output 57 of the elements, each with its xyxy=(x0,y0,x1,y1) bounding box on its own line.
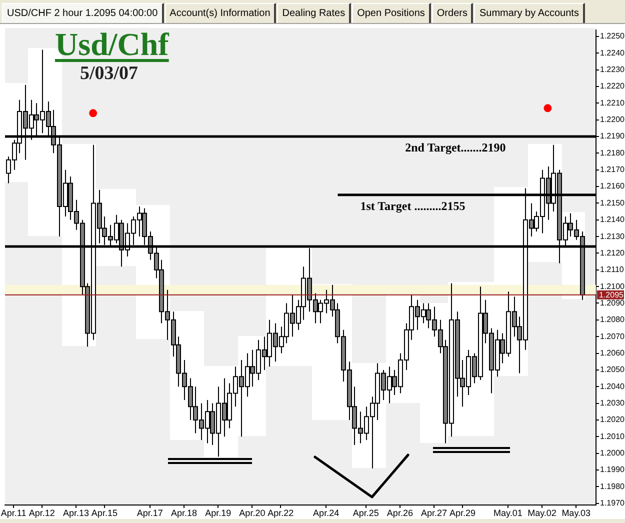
y-tick-label: 1.2120 xyxy=(600,248,625,258)
tab: Orders xyxy=(432,3,474,23)
y-tick-label: 1.2170 xyxy=(600,165,625,174)
x-tick-label: Apr.13 xyxy=(63,508,90,518)
y-tick-label: 1.2100 xyxy=(600,282,625,291)
x-tick-label: Apr.17 xyxy=(136,508,163,518)
y-tick-label: 1.2050 xyxy=(600,365,625,374)
x-tick-label: Apr.12 xyxy=(28,508,55,518)
x-tick-label: Apr.18 xyxy=(170,508,198,518)
y-tick-label: 1.2040 xyxy=(600,382,625,391)
x-tick-label: Apr.11 xyxy=(0,508,26,518)
x-tick-label: May.02 xyxy=(528,508,556,518)
y-tick-label: 1.2000 xyxy=(600,448,625,458)
tab: Summary by Accounts xyxy=(474,3,585,23)
text: 5/03/07 xyxy=(80,63,138,84)
y-tick-label: 1.2190 xyxy=(600,132,625,141)
ref-line-label: 1.2095 xyxy=(599,290,624,300)
ref-line-label: 2nd Target.......2190 xyxy=(405,140,506,155)
x-tick-label: Apr.25 xyxy=(352,508,379,518)
x-tick-label: May.01 xyxy=(493,508,522,518)
y-tick-label: 1.2240 xyxy=(600,48,625,58)
y-tick-label: 1.2070 xyxy=(600,332,625,341)
y-tick-label: 1.2030 xyxy=(600,398,625,408)
tab: USD/CHF 2 hour 1.2095 04:00:00 xyxy=(2,3,164,23)
y-tick-label: 1.2010 xyxy=(600,432,625,441)
y-tick-label: 1.2200 xyxy=(600,115,625,124)
x-tick-label: Apr.27 xyxy=(421,508,448,518)
y-tick-label: 1.2080 xyxy=(600,315,625,324)
x-tick-label: Apr.22 xyxy=(268,508,294,518)
x-tick-label: Apr.15 xyxy=(91,508,118,518)
y-tick-label: 1.1990 xyxy=(600,465,625,474)
y-tick-label: 1.1970 xyxy=(600,498,625,508)
y-tick-label: 1.2060 xyxy=(600,348,625,358)
y-tick-label: 1.2140 xyxy=(600,215,625,224)
x-tick-label: Apr.26 xyxy=(386,508,413,518)
x-tick-label: May.03 xyxy=(562,508,591,518)
chart-title: Usd/Chf xyxy=(55,26,169,62)
tab: Account(s) Information xyxy=(164,3,276,23)
y-tick-label: 1.2250 xyxy=(600,32,625,41)
y-tick-label: 1.1980 xyxy=(600,482,625,491)
y-tick-label: 1.2110 xyxy=(600,265,624,274)
tab: Open Positions xyxy=(352,3,431,23)
y-tick-label: 1.2210 xyxy=(600,98,625,108)
y-tick-label: 1.2160 xyxy=(600,182,625,191)
y-tick-label: 1.2130 xyxy=(600,232,625,241)
x-tick-label: Apr.24 xyxy=(313,508,340,518)
tab: Dealing Rates xyxy=(277,3,352,23)
ref-line-label: 1st Target .........2155 xyxy=(360,198,466,213)
x-tick-label: Apr.29 xyxy=(449,508,476,518)
y-tick-label: 1.2150 xyxy=(600,198,625,208)
y-tick-label: 1.2020 xyxy=(600,415,625,424)
y-tick-label: 1.2090 xyxy=(600,298,625,308)
x-tick-label: Apr.19 xyxy=(205,508,232,518)
x-tick-label: Apr.20 xyxy=(239,508,266,518)
y-tick-label: 1.2230 xyxy=(600,65,625,74)
y-tick-label: 1.2180 xyxy=(600,148,625,158)
y-tick-label: 1.2220 xyxy=(600,82,625,91)
